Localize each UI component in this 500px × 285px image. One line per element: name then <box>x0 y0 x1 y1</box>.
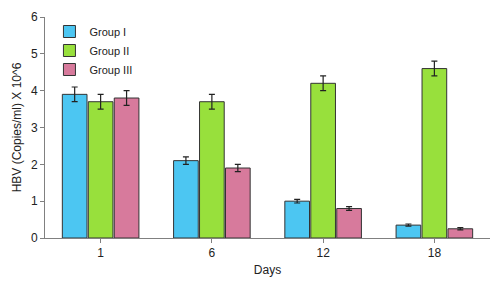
svg-text:1: 1 <box>97 246 104 260</box>
svg-text:0: 0 <box>31 231 38 245</box>
svg-text:12: 12 <box>316 246 330 260</box>
svg-text:HBV (Copies/ml) X 10^6: HBV (Copies/ml) X 10^6 <box>10 62 24 192</box>
svg-text:4: 4 <box>31 84 38 98</box>
svg-text:Group I: Group I <box>89 26 126 38</box>
svg-text:Group III: Group III <box>89 64 132 76</box>
svg-text:Group II: Group II <box>89 45 129 57</box>
svg-text:2: 2 <box>31 158 38 172</box>
svg-text:5: 5 <box>31 47 38 61</box>
svg-text:6: 6 <box>31 10 38 24</box>
svg-text:6: 6 <box>209 246 216 260</box>
svg-text:18: 18 <box>428 246 442 260</box>
svg-text:1: 1 <box>31 194 38 208</box>
svg-text:3: 3 <box>31 121 38 135</box>
svg-text:Days: Days <box>254 263 281 277</box>
